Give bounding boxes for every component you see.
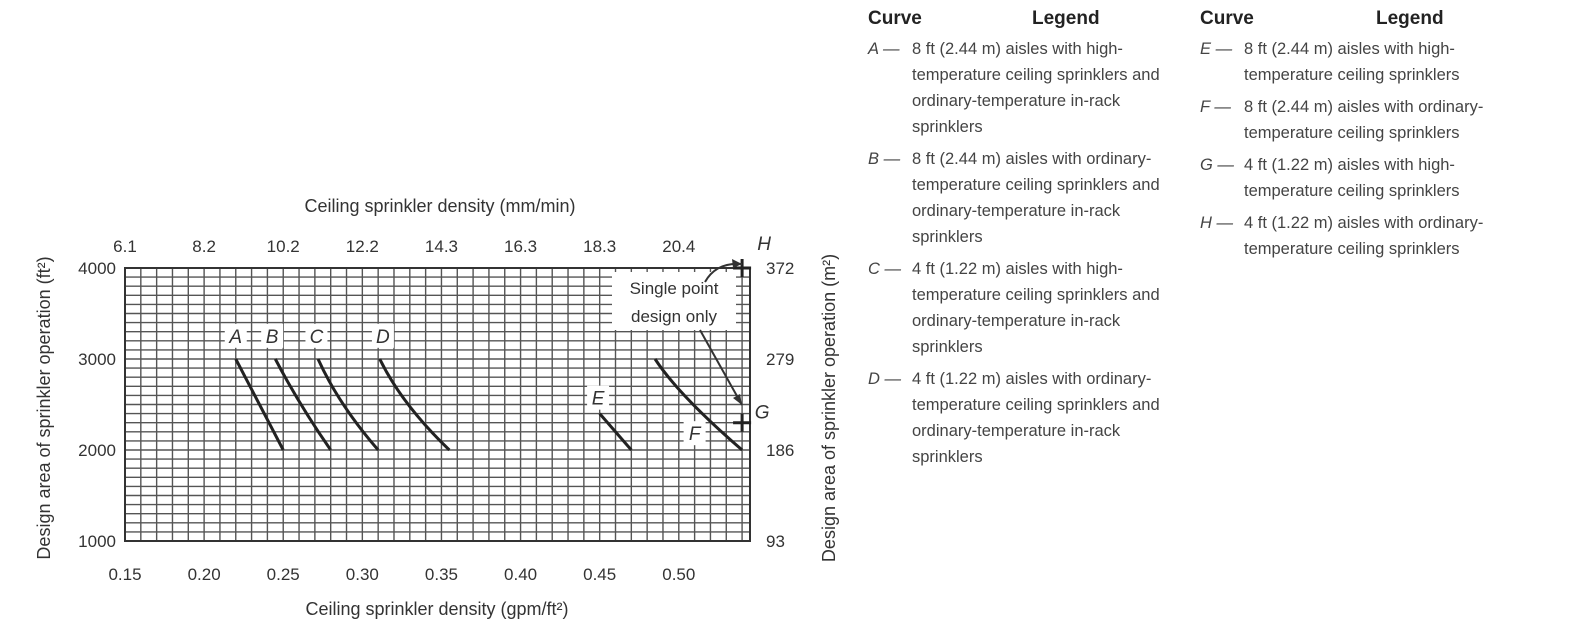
y-tick-label: 1000 xyxy=(78,532,116,551)
x-tick-label: 0.15 xyxy=(108,565,141,584)
legend-right: Curve Legend E — 8 ft (2.44 m) aisles wit… xyxy=(1200,0,1500,268)
y-tick-label: 2000 xyxy=(78,441,116,460)
legend-item-description: 4 ft (1.22 m) aisles with high-temperatu… xyxy=(912,260,1160,356)
curve-a xyxy=(234,358,285,451)
legend-left: Curve Legend A — 8 ft (2.44 m) aisles wit… xyxy=(868,0,1198,476)
curve-label-f: F xyxy=(689,424,702,445)
legend-item-description: 4 ft (1.22 m) aisles with high-temperatu… xyxy=(1244,156,1460,200)
curve-labels: A B C D E F H G xyxy=(224,234,771,446)
point-marker-g xyxy=(733,413,752,432)
x-top-tick-label: 16.3 xyxy=(504,237,537,256)
curve-f xyxy=(653,358,744,452)
legend-item-letter: E — xyxy=(1200,40,1233,58)
legend-item-description: 8 ft (2.44 m) aisles with high-temperatu… xyxy=(1244,40,1460,84)
legend-left-header-legend: Legend xyxy=(1032,8,1100,29)
x-tick-label: 0.45 xyxy=(583,565,616,584)
curve-label-bg xyxy=(224,323,247,348)
curve-label-bg xyxy=(261,323,284,348)
legend-item-letter: G — xyxy=(1200,156,1234,174)
y-axis-title-right: Design area of sprinkler operation (m²) xyxy=(819,254,839,562)
legend-item-letter: C — xyxy=(868,260,901,278)
annotation-line-1: Single point xyxy=(630,279,719,298)
legend-item-letter: A — xyxy=(868,40,900,58)
annotation-line-2: design only xyxy=(631,307,718,326)
legend-item-description: 4 ft (1.22 m) aisles with ordinary-tempe… xyxy=(1244,214,1484,258)
tick-labels: 0.15 0.20 0.25 0.30 0.35 0.40 0.45 0.50 6.1 8.2 10… xyxy=(78,237,794,584)
series-lines xyxy=(234,358,744,452)
grid xyxy=(125,268,750,541)
legend-item-letter: D — xyxy=(868,370,901,388)
annotation-arrowhead-g xyxy=(733,394,742,405)
x-tick-label: 0.30 xyxy=(346,565,379,584)
y-right-tick-label: 279 xyxy=(766,350,794,369)
x-axis-title: Ceiling sprinkler density (gpm/ft²) xyxy=(305,599,568,619)
x-top-tick-label: 10.2 xyxy=(267,237,300,256)
x-top-tick-label: 12.2 xyxy=(346,237,379,256)
legend-item-left: A — 8 ft (2.44 m) aisles with high-temper… xyxy=(868,36,1198,140)
legend-item-description: 4 ft (1.22 m) aisles with ordinary-tempe… xyxy=(912,370,1160,466)
curve-label-bg xyxy=(305,323,328,348)
x-top-axis-title: Ceiling sprinkler density (mm/min) xyxy=(304,196,575,216)
curve-c xyxy=(316,358,380,451)
plot-frame xyxy=(124,267,751,542)
x-top-tick-label: 14.3 xyxy=(425,237,458,256)
x-tick-label: 0.35 xyxy=(425,565,458,584)
x-tick-label: 0.40 xyxy=(504,565,537,584)
legend-item-description: 8 ft (2.44 m) aisles with high-temperatu… xyxy=(912,40,1160,136)
legend-item-right: E — 8 ft (2.44 m) aisles with high-temper… xyxy=(1200,36,1500,88)
y-right-tick-label: 186 xyxy=(766,441,794,460)
legend-left-header-curve: Curve xyxy=(868,8,922,29)
y-right-tick-label: 93 xyxy=(766,532,785,551)
curve-label-bg xyxy=(371,323,394,348)
point-label-h: H xyxy=(757,234,771,255)
legend-left-header: Curve Legend xyxy=(868,0,1198,36)
legend-item-left: B — 8 ft (2.44 m) aisles with ordinary-te… xyxy=(868,146,1198,250)
curve-label-d: D xyxy=(376,327,390,348)
y-tick-label: 3000 xyxy=(78,350,116,369)
legend-item-right: H — 4 ft (1.22 m) aisles with ordinary-te… xyxy=(1200,210,1500,262)
point-label-g: G xyxy=(755,403,770,424)
legend-item-right: G — 4 ft (1.22 m) aisles with high-temper… xyxy=(1200,152,1500,204)
curve-label-b: B xyxy=(266,327,279,348)
x-tick-label: 0.50 xyxy=(662,565,695,584)
legend-item-left: C — 4 ft (1.22 m) aisles with high-temper… xyxy=(868,256,1198,360)
x-top-tick-label: 20.4 xyxy=(662,237,695,256)
annotation-background xyxy=(612,272,736,330)
legend-item-left: D — 4 ft (1.22 m) aisles with ordinary-te… xyxy=(868,366,1198,470)
legend-right-header: Curve Legend xyxy=(1200,0,1500,36)
legend-right-header-curve: Curve xyxy=(1200,8,1254,29)
annotation-box: Single point design only xyxy=(612,272,736,330)
chart-svg: 0.15 0.20 0.25 0.30 0.35 0.40 0.45 0.50 6.1 8.2 10… xyxy=(34,196,839,619)
legend-item-description: 8 ft (2.44 m) aisles with ordinary-tempe… xyxy=(1244,98,1484,142)
legend-right-header-legend: Legend xyxy=(1376,8,1444,29)
y-axis-title-left: Design area of sprinkler operation (ft²) xyxy=(34,256,54,559)
y-right-tick-label: 372 xyxy=(766,259,794,278)
legend-item-letter: B — xyxy=(868,150,901,168)
y-tick-label: 4000 xyxy=(78,259,116,278)
annotation-arrow-to-g xyxy=(699,329,743,406)
x-top-tick-label: 6.1 xyxy=(113,237,137,256)
x-tick-label: 0.20 xyxy=(188,565,221,584)
curve-label-bg xyxy=(587,385,610,410)
curve-e xyxy=(598,412,633,451)
curve-d xyxy=(378,358,451,452)
x-top-tick-label: 8.2 xyxy=(192,237,216,256)
x-tick-label: 0.25 xyxy=(267,565,300,584)
point-marker-h xyxy=(733,259,752,277)
curve-label-a: A xyxy=(228,327,242,348)
legend-item-description: 8 ft (2.44 m) aisles with ordinary-tempe… xyxy=(912,150,1160,246)
legend-left-items: A — 8 ft (2.44 m) aisles with high-temper… xyxy=(868,36,1198,470)
legend-item-letter: H — xyxy=(1200,214,1233,232)
annotation-arrowhead-h xyxy=(732,259,742,268)
x-top-tick-label: 18.3 xyxy=(583,237,616,256)
curve-b xyxy=(273,358,332,451)
legend-right-items: E — 8 ft (2.44 m) aisles with high-temper… xyxy=(1200,36,1500,262)
legend-item-letter: F — xyxy=(1200,98,1231,116)
curve-label-bg xyxy=(683,421,706,446)
legend-item-right: F — 8 ft (2.44 m) aisles with ordinary-te… xyxy=(1200,94,1500,146)
curve-label-c: C xyxy=(310,327,324,348)
curve-label-e: E xyxy=(592,389,605,410)
